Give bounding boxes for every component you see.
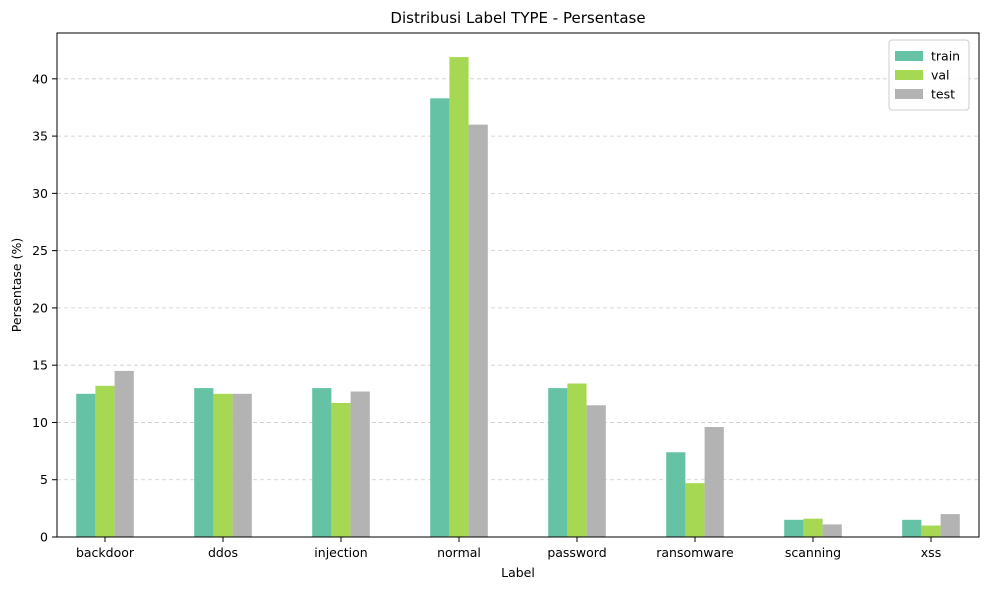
chart-title: Distribusi Label TYPE - Persentase <box>390 9 645 27</box>
y-tick-label: 15 <box>32 358 48 373</box>
y-tick-label: 30 <box>32 186 48 201</box>
bar-test-scanning <box>822 524 842 537</box>
bar-test-password <box>586 405 606 537</box>
legend-label-test: test <box>931 87 955 102</box>
bar-train-injection <box>312 388 332 537</box>
x-tick-label: xss <box>921 545 941 560</box>
bar-test-normal <box>468 124 488 538</box>
y-tick-label: 35 <box>32 129 48 144</box>
x-tick-label: injection <box>314 545 367 560</box>
x-tick-label: ddos <box>208 545 238 560</box>
y-tick-label: 0 <box>40 530 48 545</box>
y-axis-ticks: 0 5 10 15 20 25 30 35 40 <box>32 71 57 545</box>
legend-swatch-test <box>895 89 923 99</box>
bar-train-ransomware <box>666 452 686 537</box>
bar-train-scanning <box>784 519 804 537</box>
bar-val-xss <box>921 525 941 537</box>
y-tick-label: 25 <box>32 243 48 258</box>
bar-test-xss <box>940 514 960 537</box>
bar-val-normal <box>449 57 469 538</box>
bar-train-normal <box>430 98 450 538</box>
x-tick-label: scanning <box>785 545 841 560</box>
x-axis-label: Label <box>501 565 535 580</box>
plot-frame <box>56 32 980 538</box>
bar-train-ddos <box>194 388 214 537</box>
y-tick-label: 20 <box>32 300 48 315</box>
x-tick-label: backdoor <box>76 545 135 560</box>
bars-group <box>76 57 960 538</box>
legend-swatch-train <box>895 51 923 61</box>
bar-val-backdoor <box>95 385 115 537</box>
bar-train-password <box>548 388 568 537</box>
x-tick-label: normal <box>437 545 481 560</box>
legend: train val test <box>888 39 970 111</box>
bar-val-scanning <box>803 518 823 537</box>
bar-train-backdoor <box>76 393 96 537</box>
legend-swatch-val <box>895 70 923 80</box>
legend-label-val: val <box>931 68 950 83</box>
bar-val-ransomware <box>685 483 705 537</box>
bar-test-ransomware <box>704 427 724 537</box>
y-tick-label: 40 <box>32 71 48 86</box>
y-axis-label: Persentase (%) <box>9 238 24 332</box>
bar-train-xss <box>902 519 922 537</box>
bar-val-password <box>567 383 587 537</box>
bar-val-injection <box>331 402 351 537</box>
y-tick-label: 5 <box>40 472 48 487</box>
x-tick-label: password <box>547 545 606 560</box>
x-axis-ticks: backdoor ddos injection normal password ranso… <box>76 537 941 560</box>
y-tick-label: 10 <box>32 415 48 430</box>
bar-test-ddos <box>232 393 252 537</box>
bar-test-injection <box>350 391 370 537</box>
bar-val-ddos <box>213 393 233 537</box>
x-tick-label: ransomware <box>656 545 734 560</box>
bar-test-backdoor <box>114 370 134 537</box>
legend-label-train: train <box>931 49 960 64</box>
